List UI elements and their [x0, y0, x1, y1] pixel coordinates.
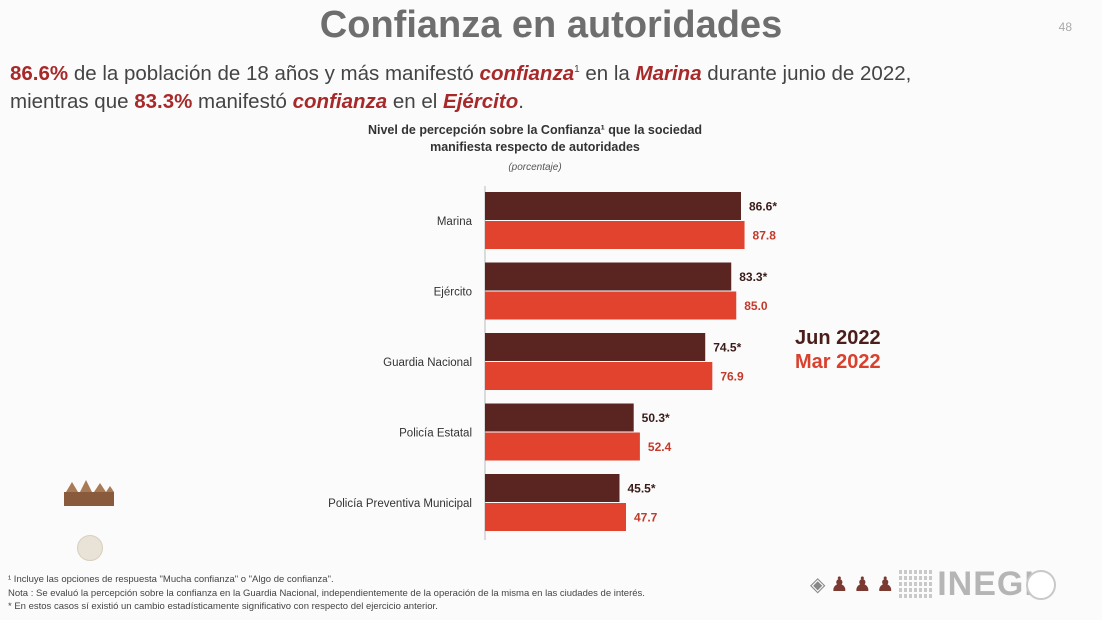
data-label: 45.5*: [627, 482, 655, 496]
data-label: 74.5*: [713, 341, 741, 355]
bar-mar-2022: [485, 432, 640, 461]
bar-jun-2022: [485, 474, 620, 502]
bar-jun-2022: [485, 262, 732, 291]
lead-emphasis: confianza: [479, 61, 575, 85]
lead-text-part: manifestó: [192, 89, 293, 113]
data-label: 87.8: [753, 229, 777, 243]
soldier-icon: ♟: [853, 574, 872, 596]
chart-legend: Jun 2022 Mar 2022: [795, 326, 881, 374]
lead-emphasis: Marina: [635, 61, 702, 85]
data-label: 76.9: [720, 370, 744, 384]
bar-mar-2022: [485, 291, 737, 320]
logos: ◈ ♟ ♟ ♟ INEGI: [810, 565, 1056, 604]
data-label: 50.3*: [642, 411, 670, 425]
data-label: 47.7: [634, 511, 658, 525]
legend-mar-2022: Mar 2022: [795, 351, 881, 373]
chart-subtitle: (porcentaje): [508, 162, 562, 173]
lead-text-part: de la población de 18 años y más manifes…: [68, 61, 480, 85]
bar-jun-2022: [485, 192, 741, 220]
category-label: Ejército: [434, 287, 472, 299]
data-label: 83.3*: [739, 270, 767, 284]
barcode-logo-icon: [899, 569, 933, 600]
data-label: 86.6*: [749, 200, 777, 214]
footnote: Nota : Se evaluó la percepción sobre la …: [8, 587, 645, 599]
legend-jun-2022: Jun 2022: [795, 327, 881, 349]
anniversary-seal-icon: [1025, 569, 1056, 600]
bar-mar-2022: [485, 362, 713, 390]
lead-text-part: mientras que: [10, 89, 135, 113]
chart-title: Nivel de percepción sobre la Confianza¹ …: [300, 122, 770, 156]
marina-value: 86.6%: [10, 61, 69, 85]
data-label: 52.4: [648, 440, 672, 454]
lead-text-part: .: [518, 89, 524, 113]
shield-logo-icon: ◈: [810, 574, 826, 596]
category-label: Policía Estatal: [399, 428, 472, 440]
footnote-mark: 1: [574, 64, 580, 75]
police-icon: ♟: [876, 574, 895, 596]
lead-text-part: en la: [579, 61, 636, 85]
lead-text: 86.6% de la población de 18 años y más m…: [10, 56, 1095, 116]
ejercito-value: 83.3%: [134, 89, 193, 113]
footnote: * En estos casos sí existió un cambio es…: [8, 601, 438, 612]
page-title: Confianza en autoridades: [319, 4, 783, 46]
category-label: Policía Preventiva Municipal: [328, 498, 472, 510]
chart-title-line: Nivel de percepción sobre la Confianza¹ …: [367, 123, 703, 137]
bar-mar-2022: [485, 503, 627, 531]
lead-emphasis: Ejército: [443, 89, 519, 113]
inegi-logo: INEGI: [937, 565, 1035, 603]
bar-mar-2022: [485, 221, 745, 249]
government-emblem-icon: [64, 480, 114, 506]
soldier-icon: ♟: [830, 574, 849, 596]
bar-jun-2022: [485, 403, 634, 432]
lead-text-part: durante junio de 2022,: [701, 61, 912, 85]
footnote: ¹ Incluye las opciones de respuesta "Muc…: [8, 574, 334, 585]
page-number: 48: [1058, 20, 1072, 34]
lead-text-part: en el: [387, 89, 444, 113]
footnotes: ¹ Incluye las opciones de respuesta "Muc…: [8, 573, 645, 614]
data-label: 85.0: [744, 299, 768, 313]
category-label: Marina: [437, 216, 473, 228]
chart-title-line: manifiesta respecto de autoridades: [430, 140, 640, 154]
bar-jun-2022: [485, 333, 706, 361]
seal-icon: [77, 535, 103, 561]
lead-emphasis: confianza: [292, 89, 388, 113]
category-label: Guardia Nacional: [383, 357, 472, 369]
